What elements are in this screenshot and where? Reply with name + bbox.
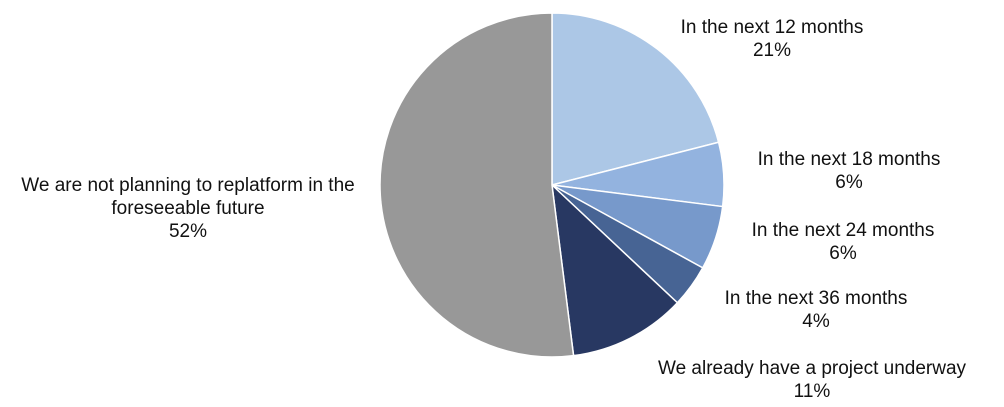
- slice-value-label: 4%: [802, 311, 830, 332]
- slice-label-not-planning: We are not planning to replatform in the…: [3, 174, 373, 243]
- slice-label-next-12-months: In the next 12 months 21%: [681, 16, 864, 62]
- slice-category-label: In the next 18 months: [757, 149, 941, 170]
- slice-value-label: 21%: [752, 40, 792, 61]
- slice-category-label: In the next 24 months: [751, 220, 935, 241]
- slice-category-label: We are not planning to replatform in the…: [21, 175, 355, 219]
- slice-label-next-36-months: In the next 36 months 4%: [725, 287, 908, 333]
- slice-value-label: 11%: [793, 381, 831, 402]
- slice-label-next-24-months: In the next 24 months 6%: [752, 219, 935, 265]
- slice-label-next-18-months: In the next 18 months 6%: [758, 148, 941, 194]
- pie-slices: [379, 12, 725, 358]
- slice-category-label: We already have a project underway: [657, 358, 967, 379]
- slice-value-label: 6%: [835, 172, 863, 193]
- pie-slice-5: [379, 12, 575, 358]
- slice-value-label: 52%: [168, 221, 208, 242]
- slice-category-label: In the next 36 months: [724, 288, 908, 309]
- slice-label-project-underway: We already have a project underway 11%: [658, 357, 966, 403]
- slice-category-label: In the next 12 months: [680, 17, 864, 38]
- pie-slice-4: [551, 184, 679, 357]
- slice-value-label: 6%: [829, 243, 857, 264]
- pie-slice-0: [551, 12, 720, 186]
